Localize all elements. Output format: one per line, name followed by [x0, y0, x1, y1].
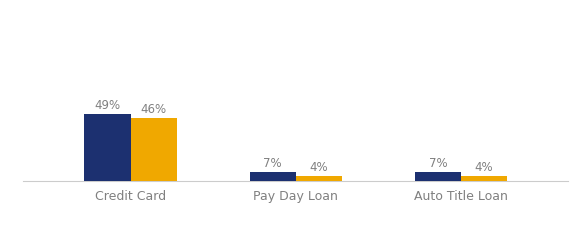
- Text: 7%: 7%: [263, 157, 282, 170]
- Text: 7%: 7%: [429, 157, 447, 170]
- Bar: [130, 118, 177, 181]
- Text: 46%: 46%: [141, 103, 167, 116]
- Bar: [84, 114, 130, 181]
- Bar: [296, 176, 342, 181]
- Text: 49%: 49%: [95, 99, 121, 112]
- Bar: [415, 172, 461, 181]
- Text: 4%: 4%: [310, 161, 328, 174]
- Bar: [249, 172, 296, 181]
- Text: 4%: 4%: [475, 161, 494, 174]
- Bar: [461, 176, 508, 181]
